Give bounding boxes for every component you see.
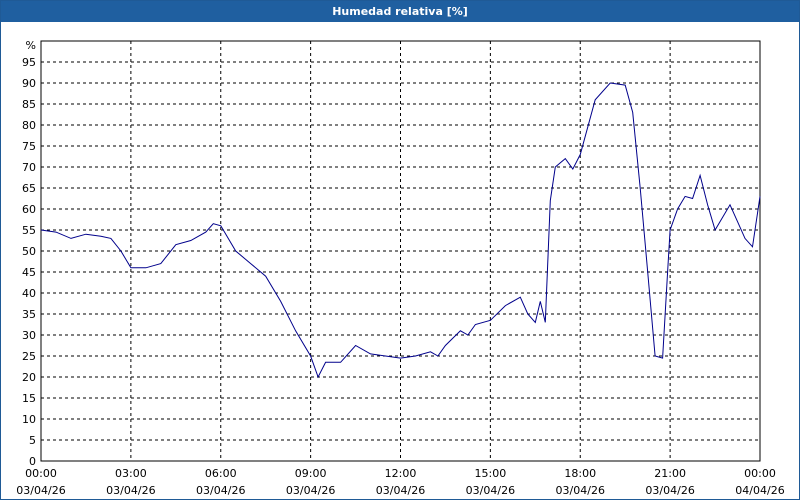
x-tick-date: 03/04/26 (376, 484, 425, 497)
x-tick-date: 03/04/26 (286, 484, 335, 497)
y-axis-unit-label: % (26, 39, 36, 52)
x-tick-date: 03/04/26 (466, 484, 515, 497)
y-tick-label: 40 (22, 287, 36, 300)
x-tick-time: 06:00 (205, 467, 237, 480)
x-tick-time: 03:00 (115, 467, 147, 480)
x-tick-date: 04/04/26 (735, 484, 784, 497)
y-tick-label: 35 (22, 308, 36, 321)
x-tick-date: 03/04/26 (556, 484, 605, 497)
x-tick-time: 12:00 (385, 467, 417, 480)
plot-area (40, 40, 761, 462)
y-tick-label: 80 (22, 119, 36, 132)
y-tick-label: 25 (22, 350, 36, 363)
y-tick-label: 50 (22, 245, 36, 258)
y-tick-label: 85 (22, 98, 36, 111)
grid-lines (41, 41, 760, 461)
chart-title: Humedad relativa [%] (1, 1, 799, 22)
x-tick-time: 09:00 (295, 467, 327, 480)
y-tick-label: 5 (29, 434, 36, 447)
x-tick-time: 00:00 (25, 467, 57, 480)
x-tick-time: 21:00 (654, 467, 686, 480)
y-tick-label: 90 (22, 77, 36, 90)
y-axis-ticks: 0 5 10 15 20 25 30 35 40 45 50 55 60 65 70 75 80 85 90 95% (22, 39, 36, 468)
humidity-series-line (40, 82, 761, 379)
x-tick-time: 18:00 (564, 467, 596, 480)
y-tick-label: 15 (22, 392, 36, 405)
y-tick-label: 55 (22, 224, 36, 237)
y-tick-label: 10 (22, 413, 36, 426)
x-tick-date: 03/04/26 (196, 484, 245, 497)
y-tick-label: 75 (22, 140, 36, 153)
y-tick-label: 20 (22, 371, 36, 384)
y-tick-label: 0 (29, 455, 36, 468)
y-tick-label: 70 (22, 161, 36, 174)
x-tick-date: 03/04/26 (645, 484, 694, 497)
y-tick-label: 45 (22, 266, 36, 279)
y-tick-label: 95 (22, 56, 36, 69)
x-tick-time: 15:00 (475, 467, 507, 480)
y-tick-label: 60 (22, 203, 36, 216)
y-tick-label: 65 (22, 182, 36, 195)
x-tick-time: 00:00 (744, 467, 776, 480)
x-tick-date: 03/04/26 (16, 484, 65, 497)
x-tick-date: 03/04/26 (106, 484, 155, 497)
y-tick-label: 30 (22, 329, 36, 342)
x-axis-ticks: 00:00 03/04/26 03:00 03/04/26 06:00 03/04/26 0… (16, 467, 784, 497)
